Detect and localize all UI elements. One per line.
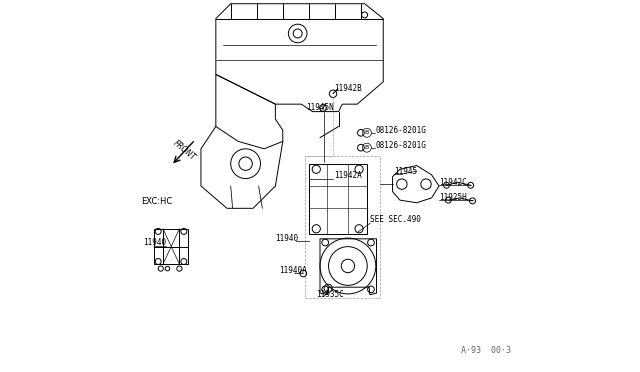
Text: SEE SEC.490: SEE SEC.490: [370, 215, 421, 224]
Text: EXC:HC: EXC:HC: [141, 198, 172, 206]
Text: B: B: [365, 145, 369, 150]
Text: 11942A: 11942A: [334, 171, 362, 180]
Text: 08126-8201G: 08126-8201G: [375, 141, 426, 150]
Text: 11945: 11945: [394, 167, 417, 176]
Text: 11940: 11940: [143, 238, 166, 247]
Text: 11942C: 11942C: [439, 178, 467, 187]
Text: 11940A: 11940A: [279, 266, 307, 275]
Text: A·93  00·3: A·93 00·3: [461, 346, 511, 355]
Text: B: B: [365, 130, 369, 135]
Text: 11940: 11940: [275, 234, 298, 243]
Text: 08126-8201G: 08126-8201G: [375, 126, 426, 135]
Text: 11935C: 11935C: [316, 290, 344, 299]
Text: 11945N: 11945N: [306, 103, 333, 112]
Text: FRONT: FRONT: [172, 139, 197, 163]
Bar: [305, 156, 380, 298]
Text: 11925H: 11925H: [439, 193, 467, 202]
Text: 11942B: 11942B: [334, 84, 362, 93]
